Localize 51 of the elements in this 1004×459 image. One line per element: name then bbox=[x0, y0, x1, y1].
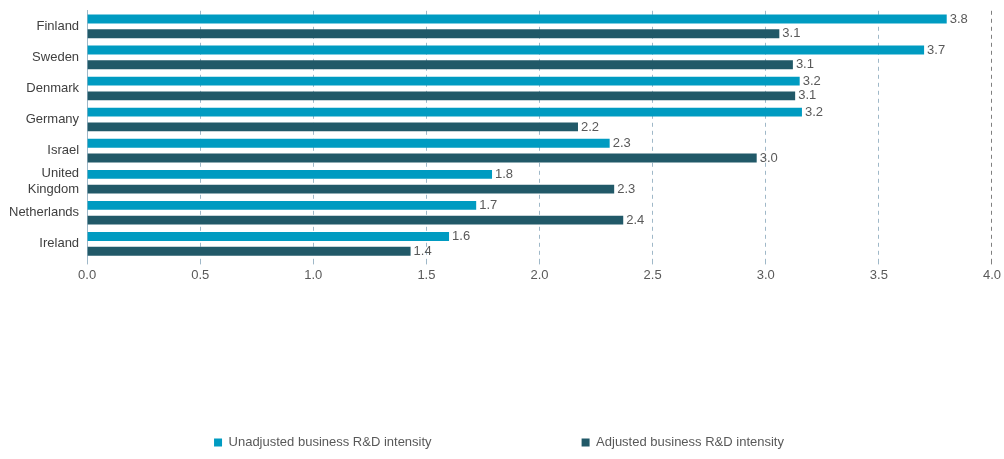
y-tick-label: Ireland bbox=[39, 235, 80, 251]
bar bbox=[87, 14, 947, 24]
data-label: 3.2 bbox=[802, 72, 821, 88]
bar bbox=[87, 153, 757, 163]
data-label: 3.8 bbox=[949, 10, 968, 26]
x-tick-label: 1.0 bbox=[304, 266, 323, 282]
data-label: 2.2 bbox=[580, 118, 600, 134]
bar bbox=[87, 91, 796, 101]
x-tick-label: 2.0 bbox=[530, 266, 549, 282]
data-label: 3.2 bbox=[804, 103, 824, 119]
bar bbox=[87, 45, 925, 55]
bar bbox=[87, 29, 780, 39]
y-tick-label: Israel bbox=[47, 142, 80, 158]
legend-label: Unadjusted business R&D intensity bbox=[228, 434, 433, 450]
data-label: 3.1 bbox=[798, 87, 817, 103]
data-label: 2.4 bbox=[626, 211, 645, 227]
x-tick-label: 4.0 bbox=[982, 266, 1001, 282]
bar bbox=[87, 122, 578, 132]
x-tick-label: 1.5 bbox=[417, 266, 436, 282]
y-tick-label: Germany bbox=[25, 111, 80, 127]
x-tick-label: 3.0 bbox=[756, 266, 775, 282]
bar bbox=[87, 184, 615, 194]
bar bbox=[87, 232, 450, 241]
x-tick-label: 3.5 bbox=[869, 266, 888, 282]
bar bbox=[87, 169, 493, 179]
data-label: 2.3 bbox=[617, 180, 636, 196]
data-label: 3.0 bbox=[759, 149, 778, 165]
y-tick-label: Denmark bbox=[26, 80, 80, 96]
y-tick-label: Netherlands bbox=[8, 204, 80, 220]
y-tick-label: Sweden bbox=[32, 48, 80, 64]
data-label: 1.8 bbox=[495, 165, 514, 181]
data-label: 1.7 bbox=[479, 196, 498, 212]
bar bbox=[87, 200, 477, 210]
x-tick-label: 0.5 bbox=[191, 266, 210, 282]
data-label: 2.3 bbox=[612, 134, 631, 150]
bar bbox=[87, 246, 411, 256]
data-label: 3.1 bbox=[782, 25, 801, 41]
data-label: 1.4 bbox=[413, 242, 432, 258]
legend-label: Adjusted business R&D intensity bbox=[596, 434, 785, 450]
data-label: 1.6 bbox=[452, 228, 471, 244]
bar bbox=[87, 215, 624, 225]
x-tick-label: 2.5 bbox=[643, 266, 662, 282]
data-label: 3.7 bbox=[927, 41, 946, 57]
y-tick-label: Finland bbox=[36, 17, 80, 33]
y-tick-label: United Kingdom bbox=[27, 165, 80, 197]
bar bbox=[87, 60, 793, 70]
x-tick-label: 0.0 bbox=[78, 266, 97, 282]
data-label: 3.1 bbox=[795, 56, 814, 72]
bar bbox=[87, 76, 800, 86]
bar bbox=[87, 107, 802, 117]
bar bbox=[87, 138, 610, 148]
